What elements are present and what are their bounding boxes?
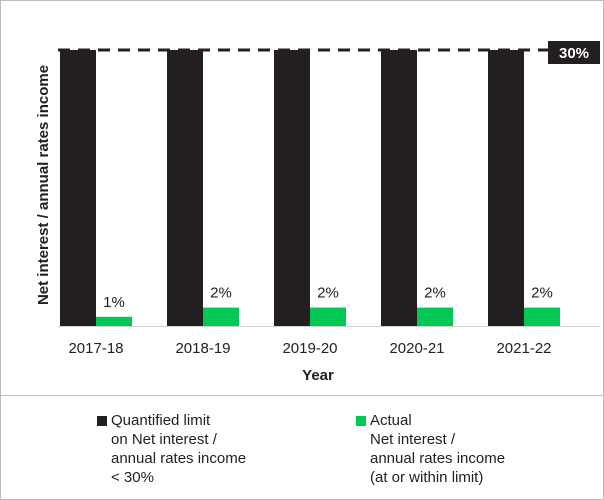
- x-tick-label-2017-18: 2017-18: [68, 340, 123, 357]
- legend-swatch-actual: [356, 416, 366, 426]
- bar-actual-2019-20: [310, 307, 346, 326]
- limit-badge-label: 30%: [559, 45, 589, 62]
- x-tick-label-2019-20: 2019-20: [282, 340, 337, 357]
- data-label-2018-19: 2%: [210, 285, 232, 302]
- legend-divider: [0, 395, 604, 396]
- bar-actual-2018-19: [203, 307, 239, 326]
- bar-chart: 1% 2017-18 2% 2018-19 2% 2019-20 2% 2020-21 2% 20…: [35, 41, 600, 384]
- data-label-2020-21: 2%: [424, 285, 446, 302]
- x-tick-label-2018-19: 2018-19: [175, 340, 230, 357]
- limit-badge: [548, 41, 600, 64]
- bar-actual-2017-18: [96, 316, 132, 326]
- bar-limit-2018-19: [167, 50, 203, 326]
- x-tick-label-2020-21: 2020-21: [389, 340, 444, 357]
- y-axis-title: Net interest / annual rates income: [35, 65, 52, 305]
- data-label-2019-20: 2%: [317, 285, 339, 302]
- bar-limit-2021-22: [488, 50, 524, 326]
- bar-limit-2017-18: [60, 50, 96, 326]
- data-label-2017-18: 1%: [103, 294, 125, 311]
- bar-actual-2020-21: [417, 307, 453, 326]
- data-label-2021-22: 2%: [531, 285, 553, 302]
- x-axis-title: Year: [302, 367, 334, 384]
- x-tick-label-2021-22: 2021-22: [496, 340, 551, 357]
- legend-label-limit: Quantified limit on Net interest / annua…: [111, 412, 247, 486]
- bar-limit-2020-21: [381, 50, 417, 326]
- bar-actual-2021-22: [524, 307, 560, 326]
- bar-limit-2019-20: [274, 50, 310, 326]
- legend-label-actual: Actual Net interest / annual rates incom…: [370, 412, 506, 486]
- legend-swatch-limit: [97, 416, 107, 426]
